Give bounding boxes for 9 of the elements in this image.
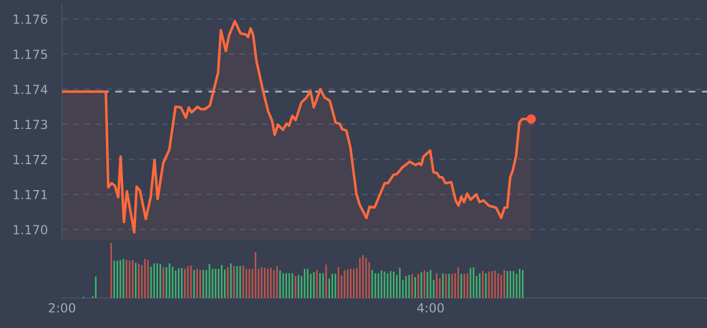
y-tick-label: 1.172 <box>14 154 47 164</box>
y-tick-label: 1.170 <box>14 224 48 234</box>
y-tick-label: 1.176 <box>14 14 48 24</box>
y-tick-label: 1.171 <box>14 190 47 200</box>
y-tick-label: 1.174 <box>14 84 48 94</box>
y-tick-label: 1.175 <box>14 50 48 60</box>
y-tick-label: 1.173 <box>14 120 48 130</box>
x-tick-label: 2:00 <box>48 303 76 313</box>
x-tick-label: 4:00 <box>417 303 444 313</box>
